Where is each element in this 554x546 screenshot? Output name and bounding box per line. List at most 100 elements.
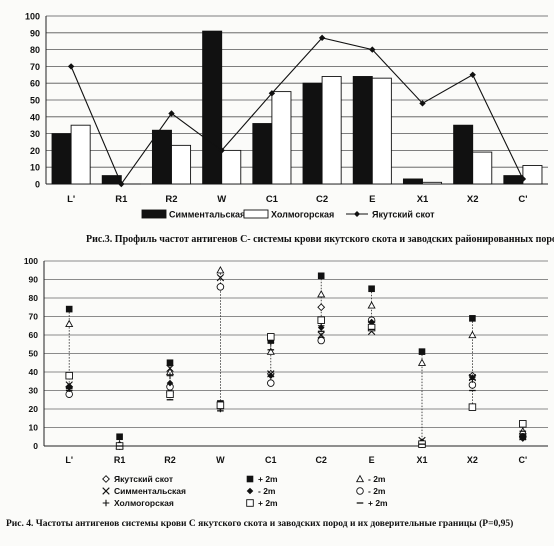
point-open-triangle — [317, 290, 326, 298]
y-tick-label: 40 — [29, 367, 39, 377]
bar-kholmogory — [472, 151, 493, 185]
bar-kholmogory — [522, 165, 543, 185]
x-tick-label: R1 — [115, 194, 128, 205]
point-open-circle — [216, 283, 225, 291]
point-open-square — [367, 323, 376, 332]
bar-kholmogory — [371, 77, 392, 185]
y-tick-label: 30 — [30, 129, 40, 139]
point-plus — [469, 376, 476, 383]
legend-marker-open-square — [246, 499, 254, 507]
legend-label: + 2m — [258, 498, 278, 508]
x-tick-label: L' — [65, 455, 73, 465]
legend-label: + 2m — [258, 474, 278, 484]
legend-swatch-kholmogory — [243, 209, 269, 219]
y-tick-label: 70 — [29, 312, 39, 322]
x-tick-label: R2 — [164, 455, 176, 465]
point-open-square — [267, 333, 275, 341]
bar-simmental — [402, 178, 423, 185]
point-yakut — [369, 46, 376, 53]
bar-kholmogory — [271, 91, 292, 185]
point-filled-diamond — [368, 318, 375, 326]
point-yakut — [268, 90, 276, 97]
point-x — [216, 273, 225, 282]
x-tick-label: W — [216, 455, 225, 465]
y-tick-label: 70 — [30, 62, 40, 72]
bar-kholmogory — [171, 144, 192, 185]
point-open-triangle — [65, 319, 74, 327]
x-tick-label: E — [369, 194, 375, 205]
point-yakut — [469, 71, 476, 78]
x-tick-label: W — [217, 194, 226, 205]
x-tick-label: X2 — [467, 194, 479, 205]
point-open-square — [317, 316, 325, 324]
bar-simmental — [202, 30, 223, 185]
point-yakut — [168, 110, 175, 117]
y-tick-label: 20 — [29, 404, 39, 414]
point-open-square — [166, 390, 174, 398]
legend-label: - 2m — [368, 474, 386, 484]
line-yakut — [70, 37, 524, 186]
y-tick-label: 80 — [29, 293, 39, 303]
bar-kholmogory — [422, 181, 443, 185]
x-tick-label: C2 — [316, 194, 328, 205]
x-tick-label: X1 — [417, 194, 429, 205]
point-yakut — [419, 100, 426, 107]
point-filled-square — [65, 305, 73, 313]
point-yakut — [218, 147, 225, 154]
point-filled-square — [368, 285, 375, 293]
point-yakut — [118, 180, 125, 188]
x-tick-label: X2 — [467, 455, 478, 465]
y-tick-label: 50 — [30, 96, 40, 106]
point-filled-diamond — [166, 379, 174, 387]
x-tick-label: R1 — [114, 455, 126, 465]
y-tick-label: 40 — [30, 112, 40, 122]
y-tick-label: 100 — [25, 12, 40, 22]
point-open-square — [468, 403, 477, 411]
figure-3-bar-line-chart: 0 10 20 30 40 50 60 70 80 90 100 L' R1 R2 W C1 C2 E X1 X2 C'… — [25, 12, 548, 220]
point-plus — [166, 372, 174, 379]
y-tick-label: 50 — [29, 349, 39, 359]
x-tick-label: X1 — [416, 455, 427, 465]
y-tick-label: 90 — [29, 275, 39, 285]
point-open-circle — [267, 379, 275, 387]
legend-marker-plus — [102, 499, 110, 507]
y-tick-label: 60 — [29, 330, 39, 340]
point-open-square — [65, 371, 73, 380]
y-tick-label: 30 — [29, 386, 39, 396]
point-filled-square — [469, 315, 476, 322]
point-filled-square — [166, 359, 174, 367]
x-tick-label: L' — [67, 194, 75, 205]
x-tick-label: E — [369, 455, 375, 465]
x-tick-label: C' — [518, 194, 527, 205]
point-plus — [519, 433, 527, 441]
point-filled-square — [116, 433, 123, 441]
point-yakut — [519, 175, 527, 183]
point-yakut — [318, 34, 326, 42]
legend-label: - 2m — [368, 486, 386, 496]
y-tick-label: 60 — [30, 79, 40, 89]
point-open-circle — [317, 336, 325, 345]
legend-marker-open-triangle — [355, 474, 365, 483]
legend-swatch-simmental — [141, 209, 167, 219]
bar-kholmogory — [70, 124, 91, 185]
point-filled-diamond — [267, 372, 275, 379]
legend-label: - 2m — [258, 486, 276, 496]
y-tick-label: 100 — [24, 256, 38, 266]
legend-label: Холмогорская — [271, 210, 334, 220]
legend-marker-filled-square — [246, 475, 254, 483]
bar-kholmogory — [221, 149, 242, 185]
x-tick-label: C1 — [266, 194, 279, 205]
point-filled-square — [418, 348, 426, 355]
legend-marker-yakut — [354, 211, 360, 217]
x-tick-label: C2 — [315, 455, 327, 465]
point-filled-square — [317, 272, 325, 280]
point-open-triangle — [216, 266, 225, 274]
point-x — [317, 331, 325, 339]
point-open-triangle — [468, 330, 477, 339]
legend-label: Якутский скот — [114, 474, 173, 484]
point-open-triangle — [417, 358, 427, 366]
y-tick-label: 10 — [29, 423, 39, 433]
x-tick-label: C1 — [265, 455, 277, 465]
point-open-diamond — [317, 303, 326, 312]
